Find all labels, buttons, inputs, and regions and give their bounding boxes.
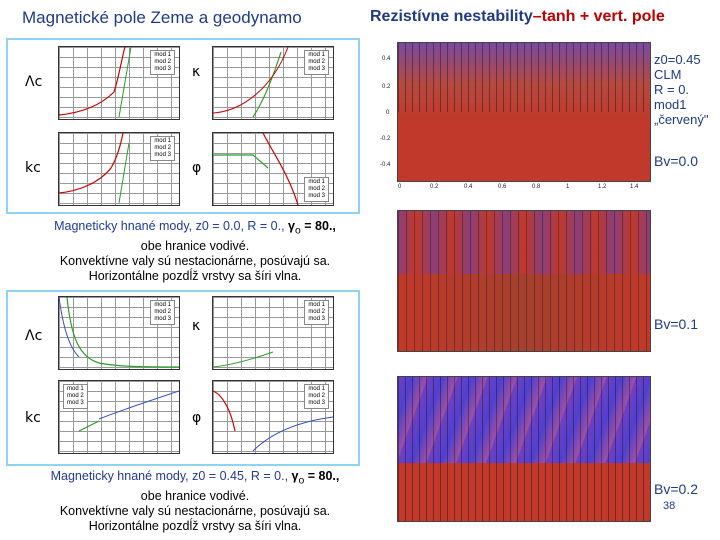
annotation-block: z0=0.45 CLM R = 0. mod1 „červený" — [654, 52, 709, 127]
bottom-subplot-phi: mod 1 mod 2 mod 3 — [212, 380, 334, 454]
top-phi-curves — [213, 133, 299, 205]
bottom-subplot-kappa: mod 1 mod 2 mod 3 — [212, 296, 334, 370]
top-subplot-lambda: mod 1 mod 2 mod 3 — [58, 46, 180, 120]
top-kc-curves — [59, 133, 130, 204]
heat1-ytick-3: -0.2 — [380, 136, 391, 142]
bv-label-1: Bv=0.1 — [654, 316, 698, 332]
top-subplot-phi: mod 1 mod 2 mod 3 — [212, 132, 334, 206]
heatmap-bv-02 — [397, 376, 651, 522]
bottom-kc-legend: mod 1 mod 2 mod 3 — [63, 384, 88, 409]
heat1-xtick-6: 1.2 — [598, 184, 607, 190]
top-caption: Magneticky hnané mody, z0 = 0.0, R = 0.,… — [54, 219, 336, 283]
bottom-kappa-legend: mod 1 mod 2 mod 3 — [304, 300, 329, 325]
bottom-lambda-curves — [59, 297, 179, 368]
heatmap-bv-01 — [397, 210, 651, 352]
top-symbol-kappa: κ — [192, 64, 201, 80]
bv-label-0: Bv=0.0 — [654, 153, 698, 169]
bottom-kc-curves — [78, 390, 179, 432]
bottom-symbol-kc: kc — [25, 410, 41, 426]
top-kappa-curves — [213, 47, 289, 118]
top-symbol-lambda: Λc — [25, 74, 43, 90]
top-subplot-kappa: mod 1 mod 2 mod 3 — [212, 46, 334, 120]
title-right-part-a: Rezistívne nestability — [370, 8, 533, 25]
bottom-phi-curves — [213, 390, 333, 452]
heat1-ytick-2: 0 — [386, 110, 390, 116]
heat1-ytick-4: -0.4 — [380, 162, 391, 168]
heat1-xtick-2: 0.4 — [464, 184, 473, 190]
bottom-subplot-lambda: mod 1 mod 2 mod 3 — [58, 296, 180, 370]
top-lambda-curves — [59, 47, 132, 118]
top-subplot-kc: mod 1 mod 2 mod 3 — [58, 132, 180, 206]
bottom-kappa-curves — [213, 351, 274, 368]
top-lambda-legend: mod 1 mod 2 mod 3 — [150, 50, 175, 75]
bottom-subplot-kc: mod 1 mod 2 mod 3 — [58, 380, 180, 454]
title-right-dash: – — [532, 8, 542, 25]
top-kc-legend: mod 1 mod 2 mod 3 — [150, 136, 175, 161]
heat1-xtick-5: 1 — [566, 184, 570, 190]
page-number: 38 — [663, 500, 676, 512]
heat1-xtick-4: 0.8 — [532, 184, 541, 190]
top-phi-legend: mod 1 mod 2 mod 3 — [304, 177, 329, 202]
bottom-symbol-kappa: κ — [192, 318, 201, 334]
top-kappa-legend: mod 1 mod 2 mod 3 — [304, 50, 329, 75]
heatmap-bv-0 — [397, 42, 651, 182]
heat1-xtick-1: 0.2 — [430, 184, 439, 190]
slide-title-right: Rezistívne nestability–tanh + vert. pole — [370, 8, 665, 26]
heat1-ytick-1: 0.2 — [382, 84, 391, 90]
bottom-lambda-legend: mod 1 mod 2 mod 3 — [150, 300, 175, 325]
heat1-xtick-3: 0.6 — [498, 184, 507, 190]
title-right-part-b: tanh + vert. pole — [541, 8, 665, 25]
bottom-symbol-phi: φ — [192, 410, 202, 426]
slide-title-left: Magnetické pole Zeme a geodynamo — [22, 8, 302, 27]
bottom-phi-legend: mod 1 mod 2 mod 3 — [304, 384, 329, 409]
heat1-ytick-0: 0.4 — [382, 56, 391, 62]
heat1-xtick-0: 0 — [398, 184, 402, 190]
bottom-symbol-lambda: Λc — [25, 328, 43, 344]
heat1-xtick-7: 1.4 — [630, 184, 639, 190]
top-symbol-phi: φ — [192, 160, 202, 176]
bv-label-2: Bv=0.2 — [654, 481, 698, 497]
top-symbol-kc: kc — [25, 160, 41, 176]
bottom-caption: Magneticky hnané mody, z0 = 0.45, R = 0.… — [50, 469, 340, 533]
